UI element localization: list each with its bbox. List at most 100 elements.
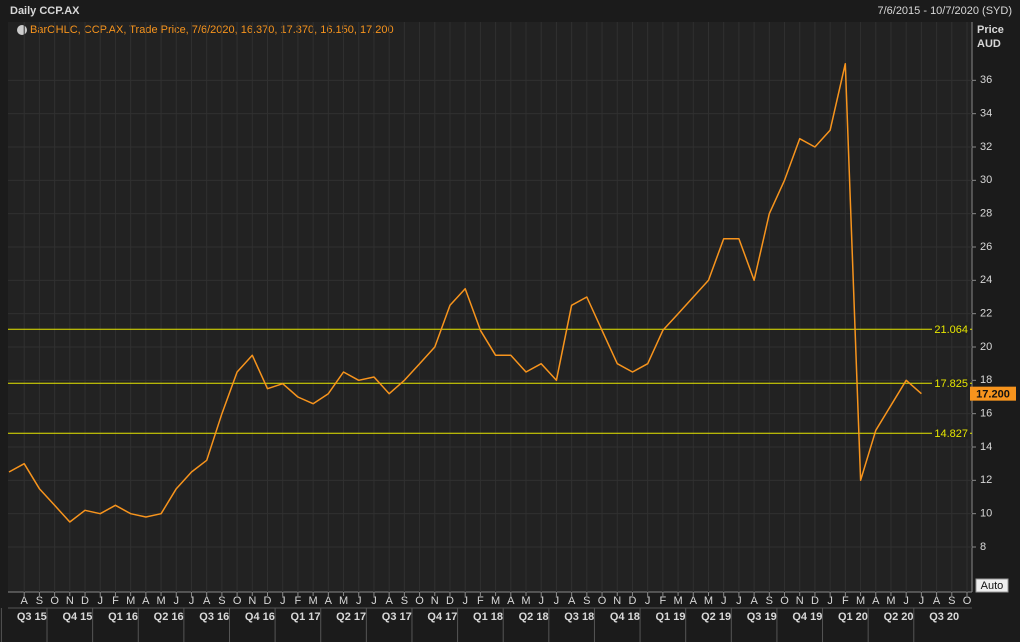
current-price-tag: [970, 386, 1016, 401]
x-tick-label: S: [766, 595, 773, 607]
quarter-label: Q4 15: [62, 611, 92, 623]
x-tick-label: J: [356, 595, 362, 607]
x-tick-label: J: [554, 595, 560, 607]
x-tick-label: A: [872, 595, 880, 607]
x-tick-label: M: [521, 595, 530, 607]
x-tick-label: J: [280, 595, 286, 607]
x-tick-label: S: [401, 595, 408, 607]
y-tick-label: 24: [980, 274, 992, 286]
x-tick-label: F: [295, 595, 302, 607]
x-tick-label: D: [446, 595, 454, 607]
quarter-label: Q3 20: [929, 611, 959, 623]
date-range: 7/6/2015 - 10/7/2020 (SYD): [877, 5, 1012, 17]
quarter-label: Q3 16: [199, 611, 229, 623]
y-tick-label: 16: [980, 408, 992, 420]
quarter-label: Q3 19: [747, 611, 777, 623]
y-tick-label: 14: [980, 441, 992, 453]
y-tick-label: 10: [980, 508, 992, 520]
x-tick-label: O: [963, 595, 972, 607]
x-tick-label: S: [218, 595, 225, 607]
y-tick-label: 28: [980, 208, 992, 220]
x-tick-label: J: [174, 595, 180, 607]
price-line: [8, 62, 922, 523]
x-tick-label: O: [780, 595, 789, 607]
x-tick-label: A: [750, 595, 758, 607]
auto-button[interactable]: [975, 578, 1009, 593]
quarter-label: Q2 18: [519, 611, 549, 623]
x-tick-label: A: [933, 595, 941, 607]
quarter-label: Q2 17: [336, 611, 366, 623]
x-tick-label: M: [156, 595, 165, 607]
x-tick-label: O: [50, 595, 59, 607]
y-tick-label: 26: [980, 241, 992, 253]
quarter-label: Q3 17: [382, 611, 412, 623]
y-tick-label: 34: [980, 108, 992, 120]
x-tick-label: F: [842, 595, 849, 607]
legend-icon[interactable]: [17, 25, 27, 35]
quarter-label: Q1 16: [108, 611, 138, 623]
x-tick-label: N: [431, 595, 439, 607]
quarter-label: Q1 20: [838, 611, 868, 623]
x-tick-label: O: [415, 595, 424, 607]
quarter-label: Q4 17: [427, 611, 457, 623]
y-tick-label: 20: [980, 341, 992, 353]
y-tick-label: 32: [980, 141, 992, 153]
x-tick-label: F: [660, 595, 667, 607]
x-tick-label: J: [538, 595, 544, 607]
quarter-label: Q2 19: [701, 611, 731, 623]
x-tick-label: D: [264, 595, 272, 607]
x-tick-label: A: [142, 595, 150, 607]
quarter-label: Q2 20: [884, 611, 914, 623]
x-tick-label: D: [81, 595, 89, 607]
quarter-label: Q1 17: [291, 611, 321, 623]
x-tick-label: M: [309, 595, 318, 607]
x-tick-label: F: [477, 595, 484, 607]
x-tick-label: M: [886, 595, 895, 607]
x-tick-label: M: [856, 595, 865, 607]
x-tick-label: S: [36, 595, 43, 607]
x-tick-label: A: [568, 595, 576, 607]
reference-label-bg: [932, 376, 970, 390]
x-tick-label: F: [112, 595, 119, 607]
y-tick-label: 30: [980, 174, 992, 186]
quarter-label: Q1 18: [473, 611, 503, 623]
x-tick-label: J: [189, 595, 195, 607]
reference-label: 17.825: [934, 378, 968, 390]
y-tick-label: 36: [980, 74, 992, 86]
x-tick-label: A: [203, 595, 211, 607]
chart-title: Daily CCP.AX: [10, 5, 80, 17]
x-tick-label: D: [628, 595, 636, 607]
x-tick-label: A: [21, 595, 29, 607]
y-tick-label: 12: [980, 474, 992, 486]
reference-label: 21.064: [934, 324, 968, 336]
x-tick-label: M: [491, 595, 500, 607]
y-tick-label: 18: [980, 374, 992, 386]
quarter-label: Q3 18: [564, 611, 594, 623]
current-price-label: 17.200: [976, 389, 1010, 401]
x-tick-label: J: [371, 595, 377, 607]
plot-area: [8, 22, 972, 592]
auto-button-label[interactable]: Auto: [981, 580, 1004, 592]
x-tick-label: S: [948, 595, 955, 607]
y-tick-label: 22: [980, 308, 992, 320]
x-tick-label: J: [462, 595, 468, 607]
x-tick-label: O: [598, 595, 607, 607]
y-tick-label: 8: [980, 541, 986, 553]
x-tick-label: O: [233, 595, 242, 607]
quarter-label: Q2 16: [154, 611, 184, 623]
x-tick-label: J: [919, 595, 925, 607]
reference-label: 14.827: [934, 428, 968, 440]
reference-label-bg: [932, 322, 970, 336]
x-tick-label: N: [796, 595, 804, 607]
x-tick-label: D: [811, 595, 819, 607]
x-tick-label: J: [721, 595, 727, 607]
x-tick-label: A: [325, 595, 333, 607]
quarter-label: Q4 16: [245, 611, 275, 623]
x-tick-label: A: [385, 595, 393, 607]
x-tick-label: N: [66, 595, 74, 607]
quarter-label: Q4 18: [610, 611, 640, 623]
quarter-label: Q1 19: [655, 611, 685, 623]
y-axis-unit: AUD: [977, 38, 1001, 50]
x-tick-label: J: [645, 595, 651, 607]
